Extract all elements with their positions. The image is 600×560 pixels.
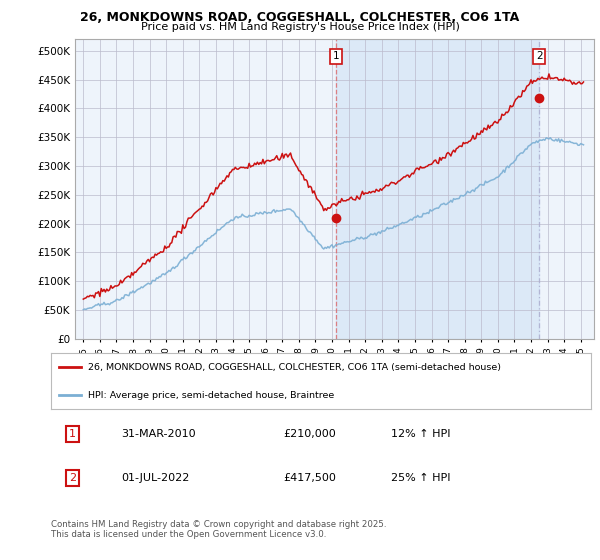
Text: 25% ↑ HPI: 25% ↑ HPI	[391, 473, 451, 483]
Text: 26, MONKDOWNS ROAD, COGGESHALL, COLCHESTER, CO6 1TA: 26, MONKDOWNS ROAD, COGGESHALL, COLCHEST…	[80, 11, 520, 24]
Text: £210,000: £210,000	[283, 429, 336, 439]
Text: 2: 2	[69, 473, 76, 483]
Text: 01-JUL-2022: 01-JUL-2022	[121, 473, 190, 483]
Text: Price paid vs. HM Land Registry's House Price Index (HPI): Price paid vs. HM Land Registry's House …	[140, 22, 460, 32]
Text: 31-MAR-2010: 31-MAR-2010	[121, 429, 196, 439]
Text: Contains HM Land Registry data © Crown copyright and database right 2025.
This d: Contains HM Land Registry data © Crown c…	[51, 520, 386, 539]
Text: 26, MONKDOWNS ROAD, COGGESHALL, COLCHESTER, CO6 1TA (semi-detached house): 26, MONKDOWNS ROAD, COGGESHALL, COLCHEST…	[88, 363, 501, 372]
Text: HPI: Average price, semi-detached house, Braintree: HPI: Average price, semi-detached house,…	[88, 391, 334, 400]
Text: 1: 1	[333, 52, 340, 62]
Text: £417,500: £417,500	[283, 473, 336, 483]
Bar	[336, 39, 539, 339]
Text: 2: 2	[536, 52, 542, 62]
Text: 12% ↑ HPI: 12% ↑ HPI	[391, 429, 451, 439]
Text: 1: 1	[69, 429, 76, 439]
